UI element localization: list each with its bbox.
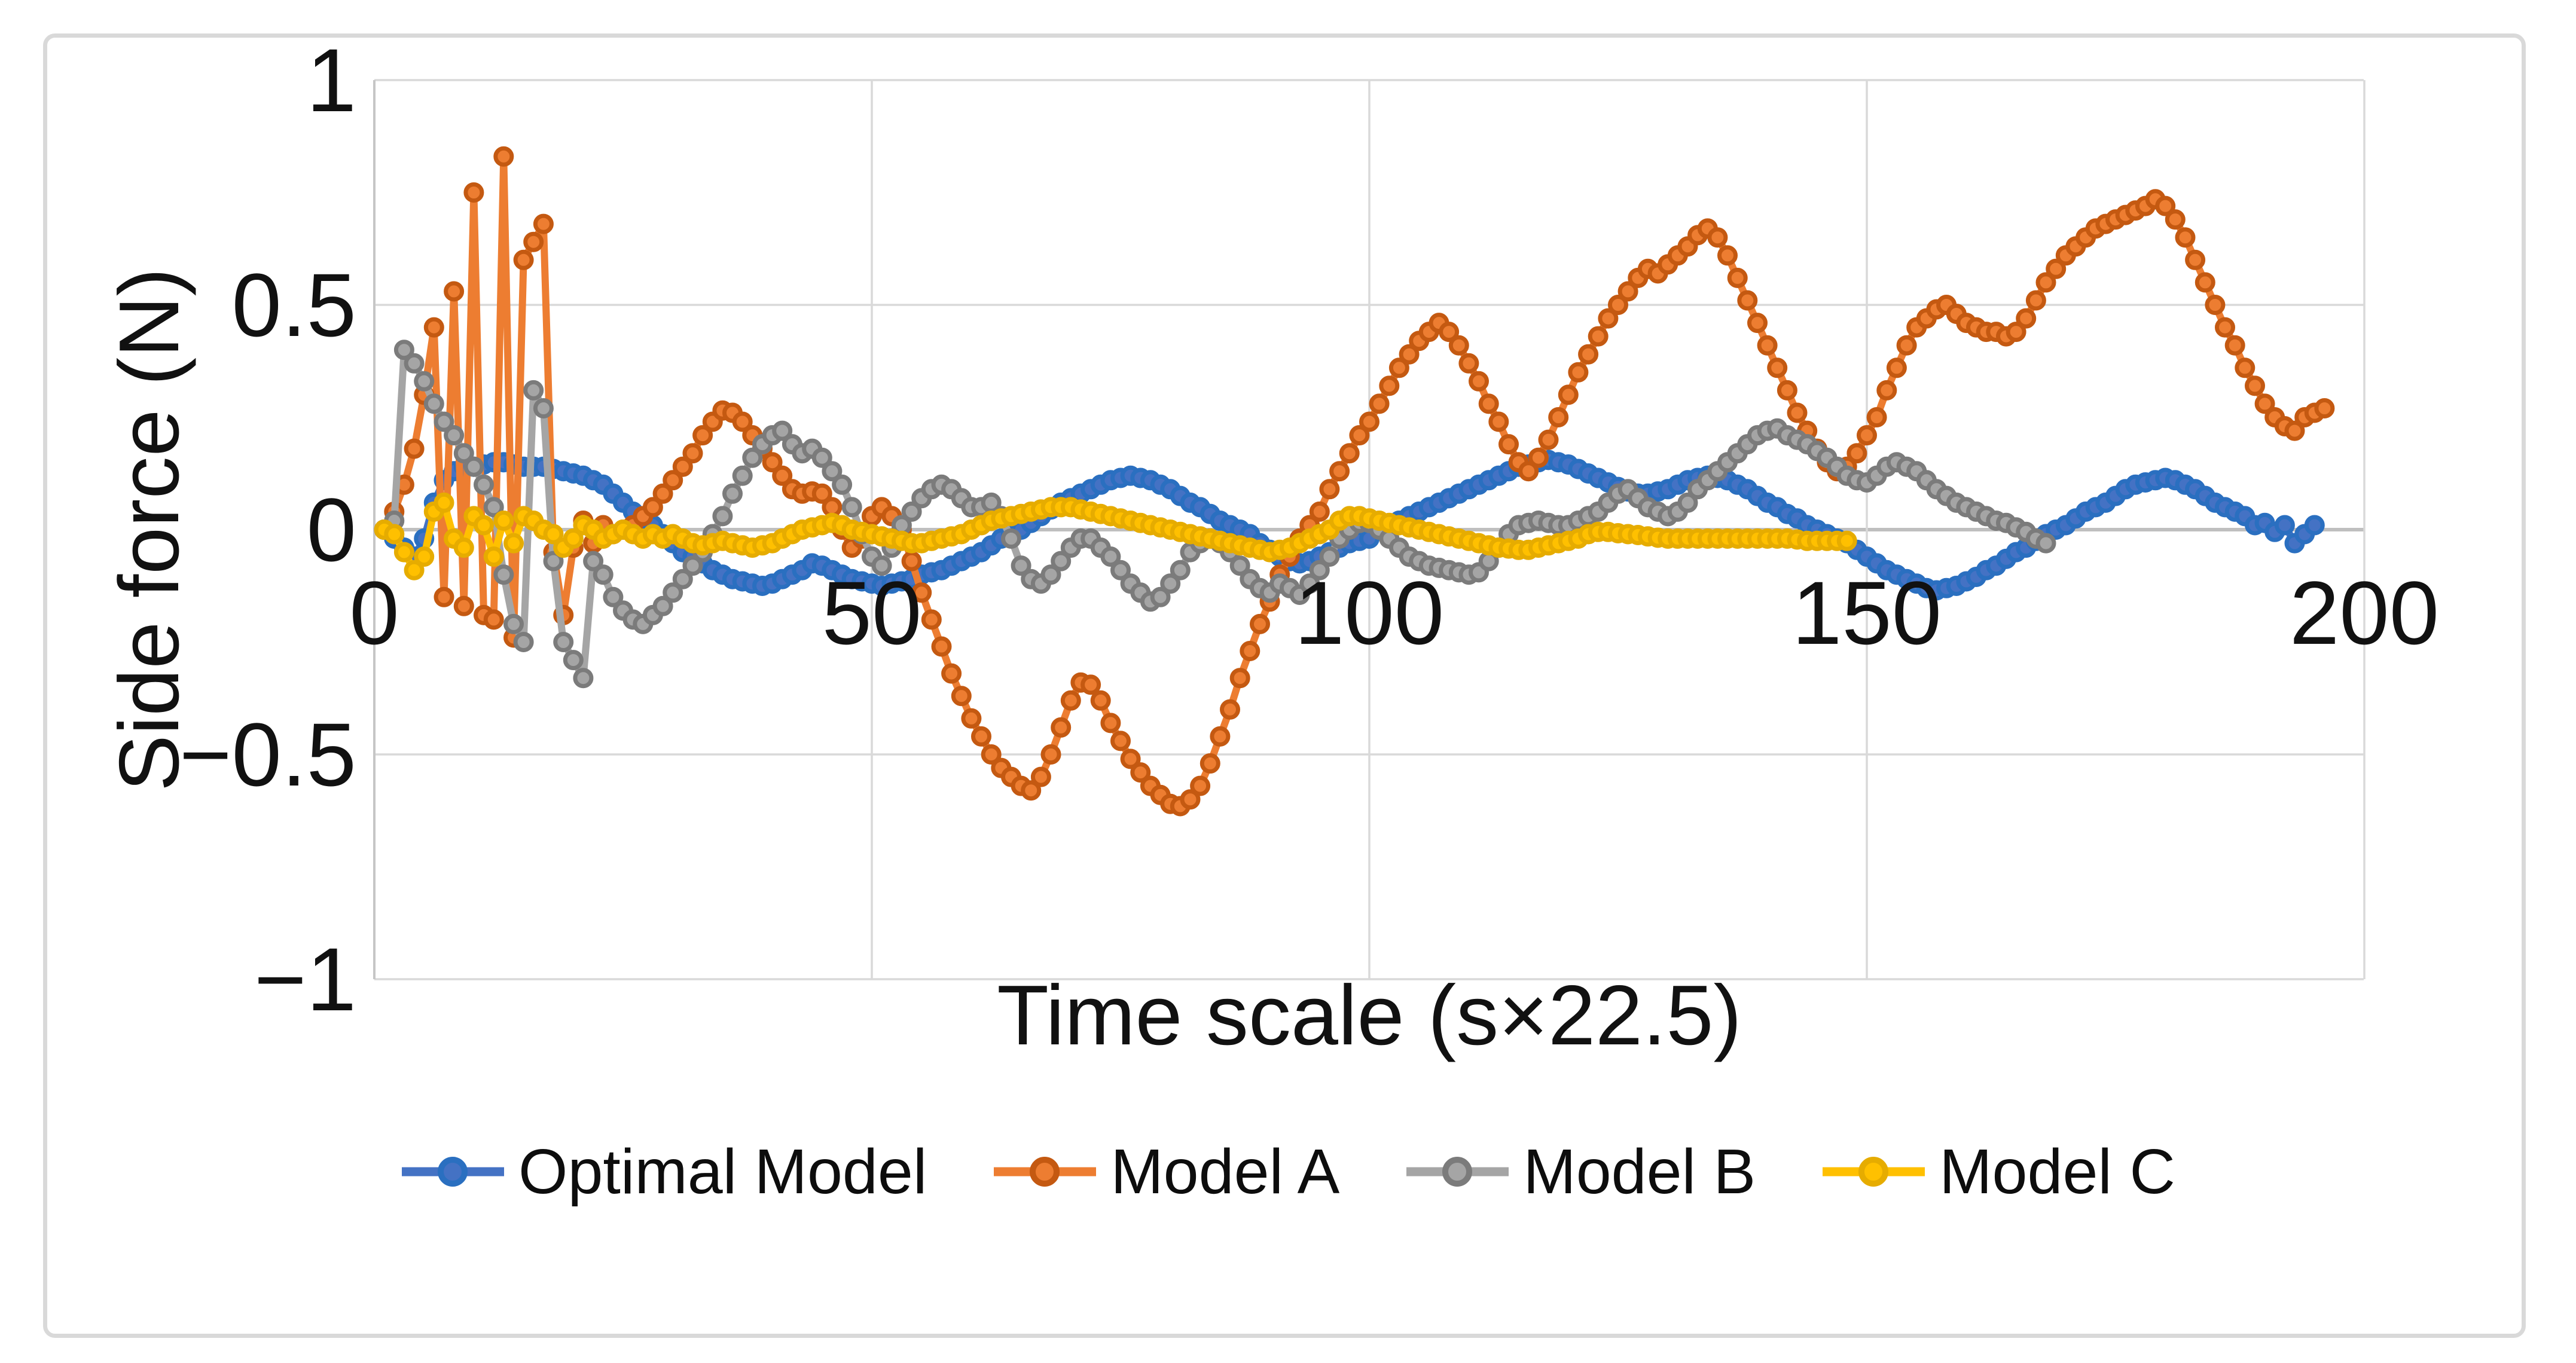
- legend-label-model-b: Model B: [1523, 1136, 1756, 1207]
- x-tick-label-0: 0: [349, 563, 399, 663]
- legend-label-optimal-model: Optimal Model: [518, 1136, 927, 1207]
- legend-marker-model-c: [1823, 1157, 1925, 1187]
- x-tick-label-200: 200: [2289, 563, 2440, 663]
- legend: Optimal Model Model A Model B Model C: [0, 1124, 2576, 1220]
- legend-item-model-b: Model B: [1405, 1140, 1756, 1203]
- series-markers: [374, 492, 1857, 580]
- x-tick-label-50: 50: [822, 563, 922, 663]
- y-tick-label--1: −1: [254, 929, 356, 1029]
- y-tick-label--0.5: −0.5: [179, 704, 356, 805]
- chart-border: [43, 33, 2526, 1338]
- series-model-a: [374, 146, 2335, 817]
- x-tick-label-150: 150: [1791, 563, 1942, 663]
- legend-item-model-c: Model C: [1821, 1140, 2175, 1203]
- legend-label-model-a: Model A: [1110, 1136, 1340, 1207]
- legend-item-model-a: Model A: [993, 1140, 1339, 1203]
- legend-marker-model-b: [1406, 1157, 1509, 1187]
- legend-label-model-c: Model C: [1939, 1136, 2175, 1207]
- legend-marker-optimal-model: [402, 1157, 505, 1187]
- y-tick-label-0: 0: [306, 479, 356, 580]
- legend-marker-model-a: [994, 1157, 1097, 1187]
- y-tick-label-0.5: 0.5: [231, 255, 356, 355]
- series-markers: [374, 146, 2335, 817]
- x-axis-title: Time scale (s×22.5): [997, 968, 1742, 1063]
- legend-item-optimal-model: Optimal Model: [401, 1140, 927, 1203]
- y-tick-label-1: 1: [306, 30, 356, 130]
- gridlines: [373, 79, 2366, 980]
- series-model-c: [374, 492, 1857, 580]
- x-tick-label-100: 100: [1294, 563, 1445, 663]
